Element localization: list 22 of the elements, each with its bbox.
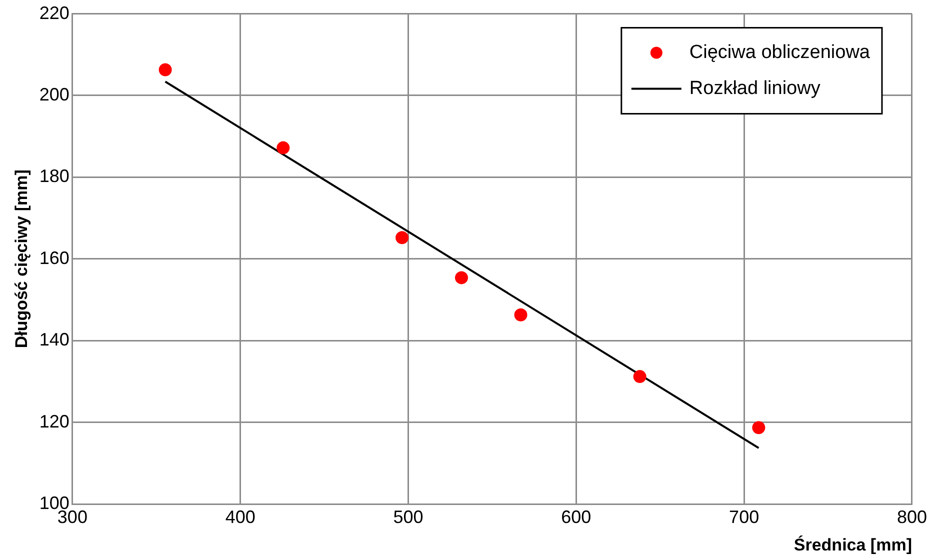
- point: [454, 271, 468, 284]
- x-tick-label: 500: [393, 506, 424, 527]
- y-tick-label: 220: [39, 2, 70, 23]
- x-tick-label: 600: [561, 506, 592, 527]
- y-tick-label: 200: [39, 84, 70, 104]
- legend-label: Rozkład liniowy: [689, 78, 821, 100]
- point: [752, 421, 766, 434]
- y-tick-label: 160: [39, 248, 70, 268]
- legend-label: Cięciwa obliczeniowa: [689, 42, 870, 64]
- x-tick-label: 400: [225, 506, 256, 527]
- point: [633, 370, 646, 384]
- y-tick-label: 140: [39, 330, 70, 350]
- y-tick-label: 180: [39, 166, 70, 186]
- x-axis-title: Średnica [mm]: [794, 534, 912, 554]
- point: [276, 141, 290, 154]
- x-tick-label: 800: [896, 506, 928, 527]
- point: [396, 231, 409, 244]
- point: [158, 63, 172, 76]
- y-axis-title: Długość cięciwy [mm]: [12, 170, 31, 348]
- x-tick-label: 700: [729, 506, 760, 527]
- y-tick-label: 120: [39, 411, 70, 432]
- point: [514, 308, 528, 322]
